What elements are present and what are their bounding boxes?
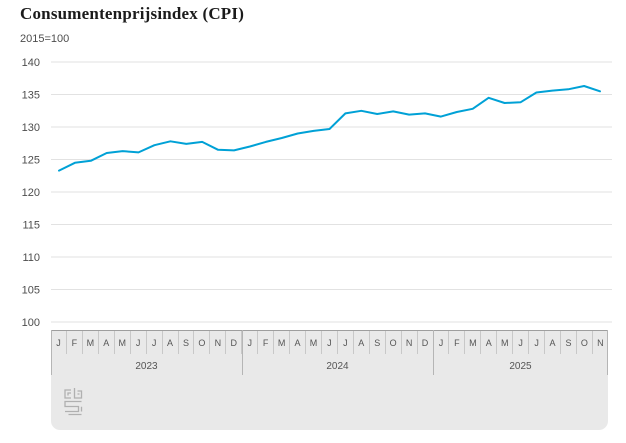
month-cell-2024-1: J (241, 331, 257, 354)
month-cell-2025-7: J (528, 331, 544, 354)
year-label-2025: 2025 (509, 361, 532, 372)
y-axis-label: 100 (22, 317, 40, 329)
y-axis-label: 130 (22, 122, 40, 134)
y-axis-label: 125 (22, 155, 40, 167)
y-axis-label: 105 (22, 285, 40, 297)
month-cell-2025-10: O (575, 331, 592, 354)
month-cell-2023-11: N (209, 331, 225, 354)
y-axis-label: 110 (22, 252, 40, 264)
year-separator (432, 330, 434, 375)
month-cell-2023-3: M (81, 331, 98, 354)
y-axis-label: 115 (22, 220, 40, 232)
month-cell-2024-8: A (352, 331, 369, 354)
chart-unit-note: 2015=100 (20, 33, 70, 45)
month-cell-2024-6: J (320, 331, 337, 354)
month-cell-2023-7: J (145, 331, 162, 354)
month-cell-2025-9: S (560, 331, 576, 354)
year-separator (51, 330, 52, 375)
month-cell-2023-9: S (177, 331, 194, 354)
chart-footer: J F M A M J J A S O N D J F M A M J J A S O N D J F M A M J J A S O N 2023 2… (51, 330, 608, 430)
month-cell-2023-10: O (193, 331, 209, 354)
year-separator (607, 330, 608, 375)
month-cell-2024-5: M (305, 331, 321, 354)
month-cell-2024-7: J (336, 331, 353, 354)
x-axis-band: J F M A M J J A S O N D J F M A M J J A S O N D J F M A M J J A S O N 2023 2… (51, 330, 608, 375)
month-cell-2023-5: M (113, 331, 130, 354)
year-label-2024: 2024 (326, 361, 349, 372)
month-cell-2023-6: J (129, 331, 146, 354)
chart-title: Consumentenprijsindex (CPI) (20, 4, 245, 23)
month-cell-2025-1: J (432, 331, 449, 354)
month-cell-2024-2: F (257, 331, 273, 354)
year-label-2023: 2023 (135, 361, 158, 372)
month-cell-2025-5: M (496, 331, 512, 354)
cbs-logo-icon (64, 388, 83, 416)
month-cell-2024-10: O (384, 331, 401, 354)
month-cell-2025-8: A (544, 331, 560, 354)
month-cell-2025-4: A (480, 331, 496, 354)
month-cell-2023-12: D (225, 331, 241, 354)
month-cell-2023-1: J (56, 337, 61, 348)
month-cell-2025-6: J (512, 331, 528, 354)
month-cell-2025-11: N (591, 331, 608, 354)
month-cell-2024-9: S (368, 331, 385, 354)
y-axis-label: 120 (22, 187, 40, 199)
month-cell-2024-4: A (289, 331, 305, 354)
month-cell-2024-11: N (400, 331, 417, 354)
month-cell-2024-12: D (416, 331, 433, 354)
y-axis-label: 135 (22, 90, 40, 102)
month-cell-2023-4: A (97, 331, 114, 354)
cpi-line-chart: 140 135 130 125 120 115 110 105 100 (22, 57, 612, 329)
month-cell-2025-3: M (464, 331, 480, 354)
month-cell-2024-3: M (273, 331, 289, 354)
month-cell-2025-2: F (448, 331, 464, 354)
cpi-series-line (58, 85, 601, 172)
year-separator (241, 330, 243, 375)
y-axis-label: 140 (22, 57, 40, 69)
month-cell-2023-2: F (65, 331, 82, 354)
month-cell-2023-8: A (161, 331, 178, 354)
